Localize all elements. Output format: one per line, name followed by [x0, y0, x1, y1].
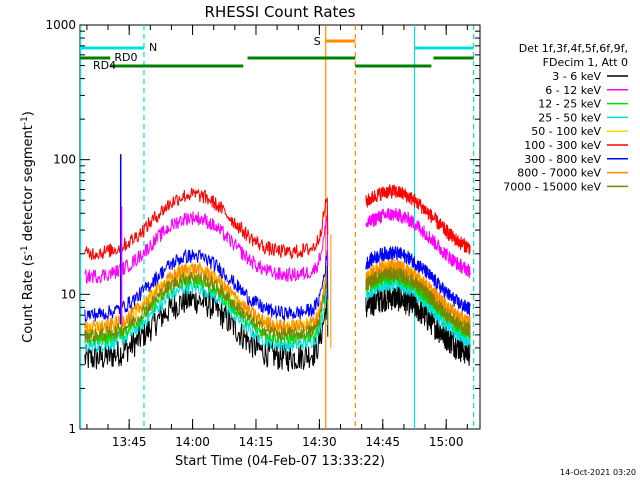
series-line-8	[84, 266, 471, 343]
y-axis-title-sup2: -1	[20, 116, 30, 125]
series-group	[84, 154, 471, 373]
x-tick-label: 14:00	[175, 435, 210, 449]
x-axis-title: Start Time (04-Feb-07 13:33:22)	[175, 454, 385, 469]
y-axis-title-part3: )	[21, 111, 36, 116]
legend-label: 100 - 300 keV	[524, 139, 601, 152]
y-tick-label: 100	[53, 153, 76, 167]
legend-label: 800 - 7000 keV	[517, 167, 601, 180]
rd0-flag-label: RD0	[114, 51, 137, 64]
x-tick-label: 13:45	[112, 435, 147, 449]
series-line-6	[84, 245, 471, 323]
x-tick-label: 14:45	[365, 435, 400, 449]
legend-header-2: FDecim 1, Att 0	[543, 56, 628, 69]
y-axis-title-part1: Count Rate (s	[21, 254, 36, 343]
n-flag-label: N	[149, 41, 157, 54]
legend-label: 3 - 6 keV	[552, 70, 601, 83]
y-axis-title-sup1: -1	[20, 245, 30, 254]
x-tick-label: 15:00	[429, 435, 464, 449]
series-line-1	[84, 207, 471, 284]
legend-label: 12 - 25 keV	[538, 98, 601, 111]
legend-label: 25 - 50 keV	[538, 111, 601, 124]
x-tick-label: 14:30	[302, 435, 337, 449]
axes-ticks: 1 10 100 1000 13:45 14:00 14:15 14:30 14:45 15:00	[45, 18, 480, 449]
legend-label: 7000 - 15000 keV	[503, 180, 601, 193]
y-axis-title-part2: detector segment	[21, 125, 36, 245]
legend-label: 300 - 800 keV	[524, 153, 601, 166]
legend: Det 1f,3f,4f,5f,6f,9f, FDecim 1, Att 0 3…	[503, 42, 628, 193]
y-tick-label: 1	[68, 422, 76, 436]
y-tick-label: 10	[61, 287, 76, 301]
timestamp-label: 14-Oct-2021 03:20	[560, 468, 636, 477]
y-axis-title-text: Count Rate (s-1 detector segment-1)	[20, 111, 36, 343]
y-tick-label: 1000	[45, 18, 76, 32]
series-line-5	[84, 184, 471, 261]
x-tick-label: 14:15	[239, 435, 274, 449]
chart-title: RHESSI Count Rates	[205, 3, 356, 21]
rd4-flag-label: RD4	[93, 59, 116, 72]
legend-header-1: Det 1f,3f,4f,5f,6f,9f,	[519, 42, 628, 55]
legend-label: 6 - 12 keV	[545, 84, 601, 97]
saa-flag-label: S	[314, 35, 321, 48]
y-axis-title: Count Rate (s-1 detector segment-1)	[20, 111, 36, 343]
legend-label: 50 - 100 keV	[531, 125, 601, 138]
